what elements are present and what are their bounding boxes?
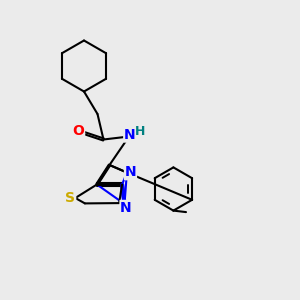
- Text: H: H: [135, 125, 146, 139]
- Text: N: N: [125, 166, 136, 179]
- Text: O: O: [73, 124, 85, 138]
- Text: S: S: [65, 191, 76, 205]
- Text: N: N: [124, 128, 135, 142]
- Text: N: N: [120, 201, 132, 214]
